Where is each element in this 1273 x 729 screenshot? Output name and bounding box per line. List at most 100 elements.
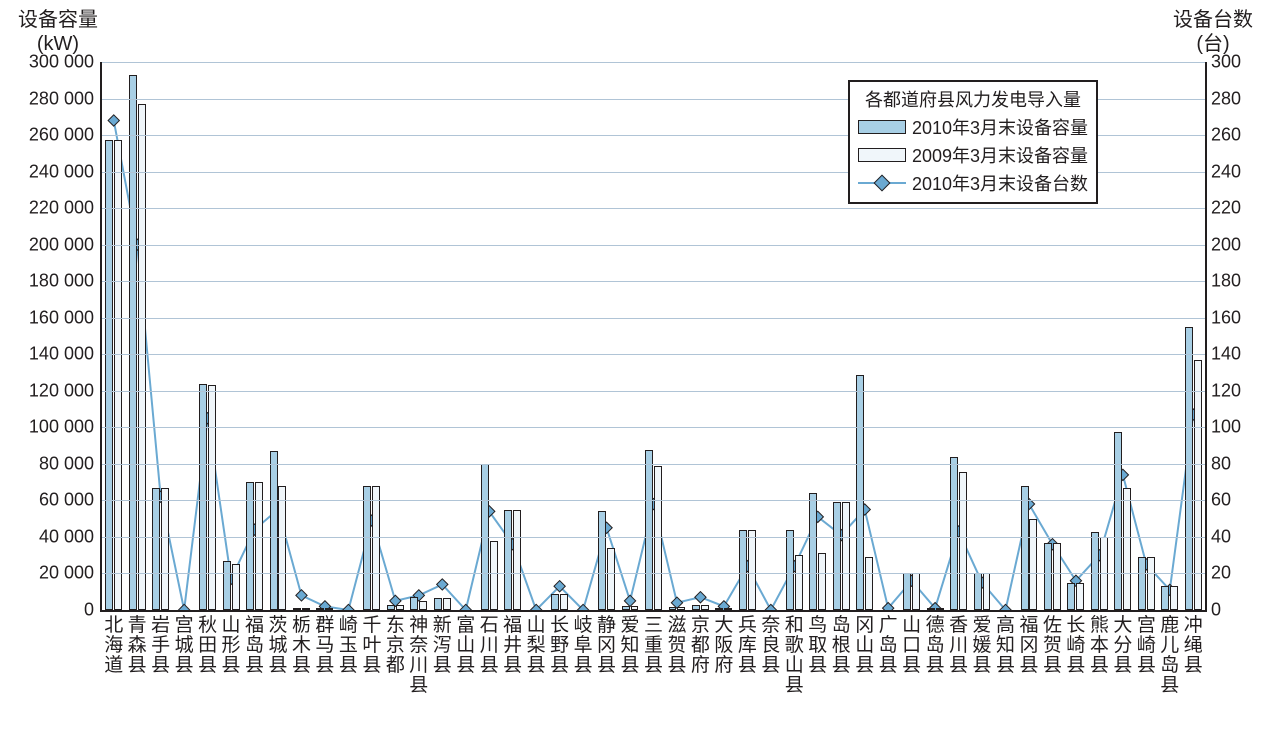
x-axis-label: 冈 山 县 bbox=[855, 616, 874, 676]
x-axis-label: 北 海 道 bbox=[104, 616, 123, 676]
legend-item: 2010年3月末设备台数 bbox=[858, 170, 1088, 196]
y-right-tick: 120 bbox=[1211, 380, 1261, 401]
y-right-tick: 200 bbox=[1211, 234, 1261, 255]
x-axis-label: 宫 崎 县 bbox=[1137, 616, 1156, 676]
x-axis-label: 佐 贺 县 bbox=[1043, 616, 1062, 676]
units-marker bbox=[366, 515, 377, 526]
units-marker bbox=[225, 573, 236, 584]
x-axis-label: 栃 木 县 bbox=[292, 616, 311, 676]
x-axis-label: 长 野 县 bbox=[550, 616, 569, 676]
x-axis-label: 石 川 县 bbox=[480, 616, 499, 676]
y-left-tick: 240 000 bbox=[16, 161, 94, 182]
x-axis-label: 青 森 县 bbox=[128, 616, 147, 676]
units-marker bbox=[695, 592, 706, 603]
units-marker bbox=[953, 526, 964, 537]
x-axis-label: 崎 玉 县 bbox=[339, 616, 358, 676]
y-right-tick: 280 bbox=[1211, 88, 1261, 109]
x-axis-label: 秋 田 县 bbox=[198, 616, 217, 676]
x-axis-label: 东 京 都 bbox=[386, 616, 405, 676]
legend-item: 2009年3月末设备容量 bbox=[858, 142, 1088, 168]
x-axis-label: 福 井 县 bbox=[503, 616, 522, 676]
y-left-tick: 160 000 bbox=[16, 307, 94, 328]
legend-label: 2010年3月末设备台数 bbox=[912, 170, 1088, 196]
units-marker bbox=[1188, 409, 1199, 420]
units-marker bbox=[718, 601, 729, 610]
x-axis-label: 京 都 府 bbox=[691, 616, 710, 676]
legend-swatch bbox=[858, 148, 906, 162]
x-axis-label: 福 岛 县 bbox=[245, 616, 264, 676]
x-axis-label: 和 歌 山 县 bbox=[785, 616, 804, 696]
y-left-tick: 100 000 bbox=[16, 417, 94, 438]
x-axis-label: 大 阪 府 bbox=[714, 616, 733, 676]
x-axis-label: 德 岛 县 bbox=[926, 616, 945, 676]
x-axis-label: 兵 库 县 bbox=[738, 616, 757, 676]
x-axis-label: 滋 贺 县 bbox=[667, 616, 686, 676]
units-marker bbox=[413, 590, 424, 601]
y-right-tick: 80 bbox=[1211, 453, 1261, 474]
units-marker bbox=[202, 413, 213, 424]
x-axis-label: 岩 手 县 bbox=[151, 616, 170, 676]
units-marker bbox=[601, 522, 612, 533]
x-axis-label: 三 重 县 bbox=[644, 616, 663, 676]
x-axis-label: 神 奈 川 县 bbox=[409, 616, 428, 696]
x-axis-label: 鹿 儿 岛 县 bbox=[1160, 616, 1179, 696]
x-axis-label: 鸟 取 县 bbox=[808, 616, 827, 676]
y-right-tick: 140 bbox=[1211, 344, 1261, 365]
units-marker bbox=[1117, 469, 1128, 480]
x-axis-label: 千 叶 县 bbox=[362, 616, 381, 676]
units-marker bbox=[742, 561, 753, 572]
legend: 各都道府县风力发电导入量2010年3月末设备容量2009年3月末设备容量2010… bbox=[848, 80, 1098, 204]
legend-title: 各都道府县风力发电导入量 bbox=[858, 86, 1088, 112]
x-axis-label: 高 知 县 bbox=[996, 616, 1015, 676]
x-axis-label: 山 形 县 bbox=[222, 616, 241, 676]
y-left-tick: 0 bbox=[16, 600, 94, 621]
units-marker bbox=[319, 601, 330, 610]
y-right-tick: 240 bbox=[1211, 161, 1261, 182]
x-axis-label: 宫 城 县 bbox=[175, 616, 194, 676]
y-left-tick: 120 000 bbox=[16, 380, 94, 401]
y-left-tick: 140 000 bbox=[16, 344, 94, 365]
units-marker bbox=[624, 595, 635, 606]
x-axis-label: 广 岛 县 bbox=[879, 616, 898, 676]
y-left-tick: 40 000 bbox=[16, 526, 94, 547]
units-marker bbox=[343, 604, 354, 610]
units-marker bbox=[178, 604, 189, 610]
x-axis-label: 新 泻 县 bbox=[433, 616, 452, 676]
legend-label: 2009年3月末设备容量 bbox=[912, 142, 1088, 168]
y-left-tick: 80 000 bbox=[16, 453, 94, 474]
y-left-tick: 60 000 bbox=[16, 490, 94, 511]
units-marker bbox=[108, 115, 119, 126]
y-left-tick: 280 000 bbox=[16, 88, 94, 109]
y-right-tick: 220 bbox=[1211, 198, 1261, 219]
x-axis-label: 茨 城 县 bbox=[268, 616, 287, 676]
units-marker bbox=[765, 604, 776, 610]
x-axis-label: 长 崎 县 bbox=[1066, 616, 1085, 676]
x-axis-label: 福 冈 县 bbox=[1019, 616, 1038, 676]
x-axis-label: 香 川 县 bbox=[949, 616, 968, 676]
units-marker bbox=[296, 590, 307, 601]
x-axis-label: 大 分 县 bbox=[1113, 616, 1132, 676]
y-right-tick: 160 bbox=[1211, 307, 1261, 328]
x-axis-label: 岛 根 县 bbox=[832, 616, 851, 676]
units-marker bbox=[1047, 539, 1058, 550]
y-left-tick: 200 000 bbox=[16, 234, 94, 255]
x-axis-label: 奈 良 县 bbox=[761, 616, 780, 676]
y-right-tick: 100 bbox=[1211, 417, 1261, 438]
x-axis-label: 爱 知 县 bbox=[621, 616, 640, 676]
x-axis-label: 岐 阜 县 bbox=[574, 616, 593, 676]
y-right-tick: 300 bbox=[1211, 52, 1261, 73]
y-left-tick: 260 000 bbox=[16, 125, 94, 146]
y-right-tick: 60 bbox=[1211, 490, 1261, 511]
y-left-tick: 300 000 bbox=[16, 52, 94, 73]
x-axis-label: 静 冈 县 bbox=[597, 616, 616, 676]
units-marker bbox=[671, 597, 682, 608]
x-axis-label: 群 马 县 bbox=[315, 616, 334, 676]
y-left-title: 设备容量 (kW) bbox=[18, 8, 98, 56]
x-axis-label: 山 梨 县 bbox=[527, 616, 546, 676]
units-marker bbox=[390, 595, 401, 606]
legend-item: 2010年3月末设备容量 bbox=[858, 114, 1088, 140]
y-left-tick: 180 000 bbox=[16, 271, 94, 292]
y-right-tick: 260 bbox=[1211, 125, 1261, 146]
y-right-tick: 20 bbox=[1211, 563, 1261, 584]
x-axis-label: 爱 媛 县 bbox=[973, 616, 992, 676]
